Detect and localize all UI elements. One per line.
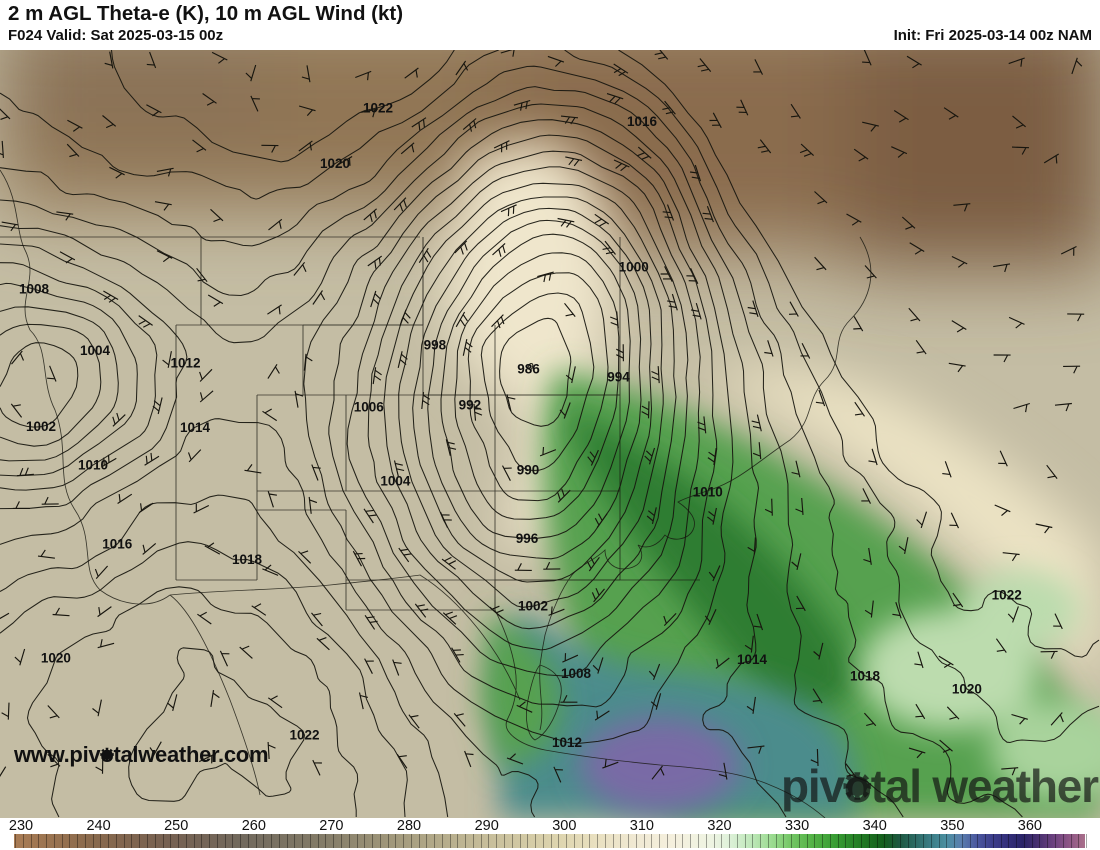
- svg-text:1004: 1004: [380, 474, 411, 489]
- svg-text:1002: 1002: [518, 599, 548, 614]
- svg-text:1016: 1016: [627, 114, 658, 129]
- svg-text:www.pivotalweather.com: www.pivotalweather.com: [13, 742, 268, 767]
- svg-text:1018: 1018: [850, 668, 881, 683]
- svg-text:1008: 1008: [561, 666, 592, 681]
- svg-text:1020: 1020: [320, 156, 350, 171]
- svg-text:1022: 1022: [363, 100, 393, 115]
- svg-text:996: 996: [516, 531, 539, 546]
- svg-text:1022: 1022: [289, 728, 319, 743]
- svg-text:1014: 1014: [180, 420, 211, 435]
- svg-text:990: 990: [517, 462, 540, 477]
- svg-text:1002: 1002: [26, 419, 56, 434]
- svg-text:1008: 1008: [19, 282, 50, 297]
- svg-text:1006: 1006: [354, 400, 385, 415]
- svg-text:994: 994: [607, 370, 630, 385]
- svg-text:998: 998: [424, 338, 447, 353]
- svg-text:992: 992: [459, 398, 482, 413]
- svg-text:pivotal weather: pivotal weather: [781, 760, 1099, 812]
- svg-text:1016: 1016: [102, 537, 133, 552]
- svg-text:1012: 1012: [170, 356, 200, 371]
- svg-text:1022: 1022: [992, 588, 1022, 603]
- svg-text:986: 986: [517, 362, 540, 377]
- svg-text:1000: 1000: [619, 260, 649, 275]
- svg-text:1004: 1004: [80, 343, 111, 358]
- svg-text:1020: 1020: [952, 682, 982, 697]
- svg-text:1012: 1012: [552, 735, 582, 750]
- svg-text:1014: 1014: [737, 652, 768, 667]
- svg-text:1020: 1020: [41, 651, 71, 666]
- svg-text:1018: 1018: [232, 552, 263, 567]
- svg-text:1010: 1010: [693, 485, 723, 500]
